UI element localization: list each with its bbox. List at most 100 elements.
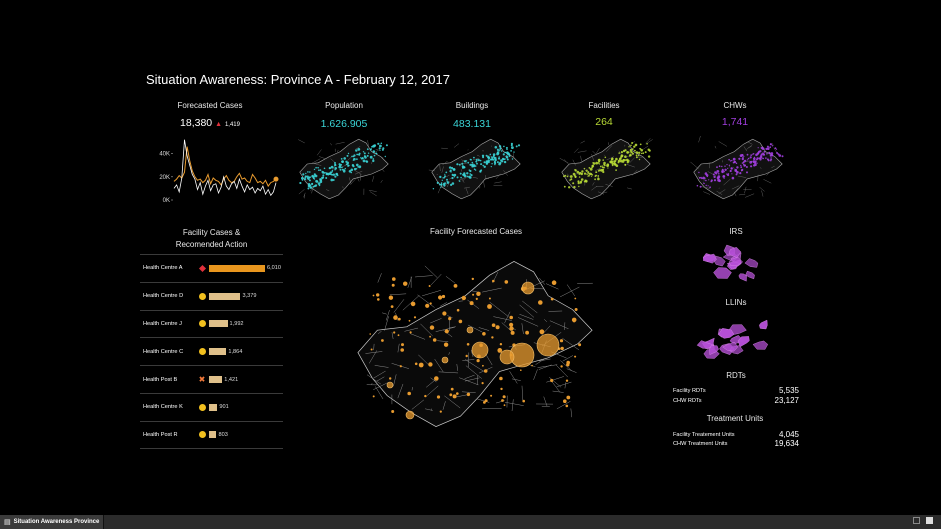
map-point <box>312 175 315 179</box>
facility-bubble[interactable] <box>499 349 515 365</box>
facility-forecast-map[interactable] <box>350 255 600 433</box>
llins-map[interactable] <box>696 316 774 362</box>
map-point <box>774 147 777 150</box>
map-point <box>339 168 342 171</box>
district-border <box>371 383 373 385</box>
map-point <box>323 171 326 174</box>
single-view-icon[interactable] <box>926 517 933 524</box>
map-point <box>735 162 738 164</box>
chw-rdts-value: 23,127 <box>774 396 799 405</box>
llins-title: LLINs <box>725 298 747 307</box>
map-point <box>620 154 624 158</box>
map-point <box>334 175 337 178</box>
map-point <box>578 185 580 188</box>
facility-row[interactable]: Health Centre K 901 <box>140 392 283 421</box>
map-point <box>597 175 599 177</box>
facility-row[interactable]: Health Centre J 1,992 <box>140 309 283 338</box>
facility-row[interactable]: Health Centre D 3,379 <box>140 281 283 310</box>
map-point <box>465 160 468 162</box>
facility-row[interactable]: Health Centre C 1,864 <box>140 337 283 365</box>
facility-cases-value: 901 <box>219 404 229 411</box>
facility-bubble[interactable] <box>471 341 489 359</box>
facility-row[interactable]: Health Post B ✖ 1,421 <box>140 365 283 393</box>
facility-point <box>571 317 577 323</box>
facility-name: Health Centre J <box>143 320 182 327</box>
map-point <box>451 176 454 180</box>
facilities-map[interactable] <box>558 136 654 202</box>
district-border <box>449 326 456 329</box>
map-point <box>315 166 317 169</box>
map-point <box>743 160 745 163</box>
population-map[interactable] <box>296 136 392 202</box>
district-border <box>564 382 566 389</box>
district-border <box>366 374 382 385</box>
district-border <box>367 140 369 148</box>
district-border <box>537 364 558 368</box>
map-point <box>586 173 588 175</box>
map-point <box>313 168 316 171</box>
tab-situation-awareness[interactable]: ▤ Situation Awareness Province <box>0 515 105 529</box>
grid-view-icon[interactable] <box>913 517 920 524</box>
map-point <box>325 172 329 176</box>
facility-bubble[interactable] <box>466 326 474 334</box>
district-border <box>326 189 330 191</box>
facility-row[interactable]: Health Post R 803 <box>140 420 283 449</box>
map-point <box>707 185 709 187</box>
region-outline <box>561 138 651 200</box>
map-point <box>583 180 586 183</box>
facility-bubble[interactable] <box>441 356 449 364</box>
district-border <box>446 180 451 188</box>
map-point <box>307 187 310 190</box>
chws-map[interactable] <box>690 136 786 202</box>
map-point <box>470 174 473 177</box>
map-point <box>377 142 380 145</box>
facility-point <box>466 392 471 397</box>
district-border <box>417 294 435 308</box>
map-point <box>572 172 576 176</box>
district-border <box>728 165 730 168</box>
series-end-point <box>273 176 279 182</box>
facility-bubble[interactable] <box>405 410 415 420</box>
map-point <box>432 188 435 190</box>
district-border <box>375 386 384 400</box>
map-point <box>494 146 498 149</box>
facility-point <box>509 327 512 330</box>
facility-row[interactable]: Health Centre A 6,010 <box>140 254 283 282</box>
map-point <box>770 152 774 155</box>
map-point <box>353 157 356 161</box>
facility-bubble[interactable] <box>386 381 394 389</box>
map-point <box>759 155 763 159</box>
facility-list: Health Centre A 6,010 Health Centre D 3,379… <box>140 254 283 449</box>
facility-bubble[interactable] <box>536 333 560 357</box>
district-border <box>759 167 762 169</box>
district-border <box>415 275 433 278</box>
map-point <box>618 152 620 154</box>
map-point <box>723 177 725 179</box>
facility-point <box>560 346 564 351</box>
map-point <box>635 154 638 157</box>
map-point <box>331 169 334 172</box>
dashboard-icon: ▤ <box>4 519 11 526</box>
map-point <box>701 177 703 180</box>
facility-point <box>538 300 543 305</box>
map-point <box>461 165 465 168</box>
map-point <box>313 178 316 180</box>
map-point <box>301 176 304 180</box>
map-point <box>341 166 343 169</box>
facility-point <box>436 395 441 399</box>
map-point <box>745 166 748 168</box>
facility-point <box>381 339 384 342</box>
facility-bubble[interactable] <box>521 281 535 295</box>
district-border <box>618 150 622 156</box>
map-point <box>604 164 606 167</box>
district-border <box>460 169 463 172</box>
buildings-map[interactable] <box>428 136 524 202</box>
map-point <box>615 169 617 171</box>
circle-icon <box>197 347 207 357</box>
facility-point <box>434 376 439 381</box>
map-point <box>705 179 707 182</box>
district-border <box>365 351 383 354</box>
district-border <box>519 304 535 318</box>
facility-name: Health Centre K <box>143 404 183 411</box>
irs-map[interactable] <box>703 242 765 286</box>
